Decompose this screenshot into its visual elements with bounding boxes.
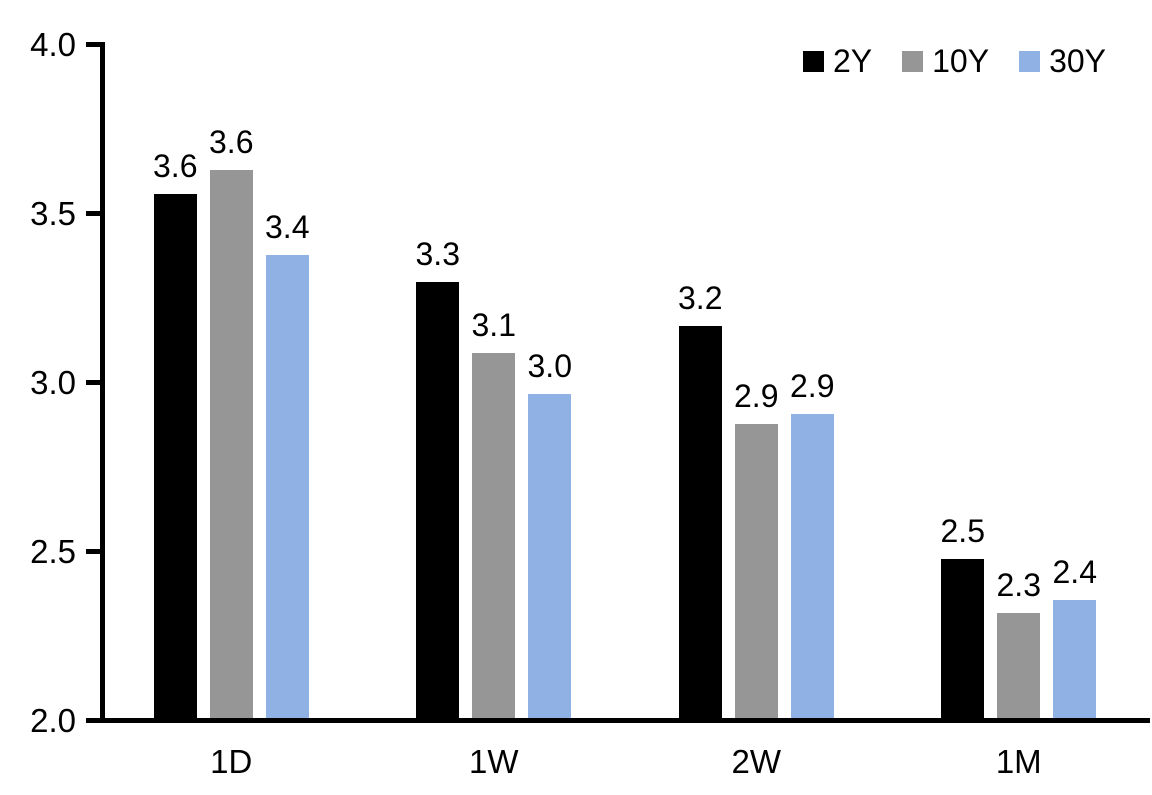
y-tick-label: 4.0 bbox=[30, 26, 76, 63]
x-category-label: 1D bbox=[210, 743, 253, 780]
bar-2y-1w bbox=[416, 282, 460, 718]
bar-value-label: 3.6 bbox=[153, 148, 198, 184]
bar-30y-1w bbox=[528, 394, 572, 718]
x-category-label: 2W bbox=[731, 743, 782, 780]
bar-10y-1d bbox=[209, 170, 253, 718]
bar-value-label: 2.3 bbox=[996, 567, 1041, 603]
legend-swatch-icon bbox=[902, 50, 924, 72]
bar-30y-1d bbox=[265, 255, 309, 718]
bar-2y-1d bbox=[153, 194, 197, 718]
y-tick-mark bbox=[86, 549, 100, 554]
legend-swatch-icon bbox=[1019, 50, 1041, 72]
y-axis-line bbox=[100, 42, 105, 723]
bar-2y-2w bbox=[678, 326, 722, 718]
y-tick-mark bbox=[86, 42, 100, 47]
y-tick-label: 3.0 bbox=[30, 364, 76, 401]
bar-value-label: 2.5 bbox=[940, 513, 985, 549]
bar-value-label: 2.9 bbox=[790, 368, 835, 404]
bar-value-label: 2.9 bbox=[734, 378, 779, 414]
legend-item-30y: 30Y bbox=[1019, 45, 1106, 77]
bar-value-label: 3.3 bbox=[415, 236, 460, 272]
legend-label: 2Y bbox=[832, 43, 873, 79]
bar-value-label: 3.1 bbox=[471, 307, 516, 343]
legend-swatch-icon bbox=[802, 50, 824, 72]
y-tick-label: 2.5 bbox=[30, 533, 76, 570]
bar-10y-2w bbox=[734, 424, 778, 718]
bar-value-label: 3.2 bbox=[678, 280, 723, 316]
legend-item-2y: 2Y bbox=[802, 43, 873, 79]
bar-value-label: 3.0 bbox=[527, 348, 572, 384]
bar-2y-1m bbox=[941, 559, 985, 718]
y-tick-label: 3.5 bbox=[30, 195, 76, 232]
legend: 2Y 10Y 30Y bbox=[802, 43, 1106, 79]
y-tick-mark bbox=[86, 211, 100, 216]
y-tick-mark bbox=[86, 380, 100, 385]
bar-30y-1m bbox=[1053, 600, 1097, 718]
x-category-label: 1W bbox=[469, 743, 519, 780]
legend-item-10y: 10Y bbox=[902, 45, 989, 77]
bar-value-label: 3.6 bbox=[209, 124, 254, 160]
legend-label: 30Y bbox=[1049, 43, 1106, 79]
y-tick-mark bbox=[86, 718, 100, 723]
x-axis-line bbox=[86, 718, 1150, 723]
y-tick-label: 2.0 bbox=[30, 702, 76, 739]
bar-10y-1m bbox=[997, 613, 1041, 718]
bar-10y-1w bbox=[472, 353, 516, 718]
bar-value-label: 3.4 bbox=[265, 209, 310, 245]
x-category-label: 1M bbox=[995, 743, 1042, 780]
bar-30y-2w bbox=[790, 414, 834, 718]
legend-label: 10Y bbox=[932, 43, 990, 79]
bar-value-label: 2.4 bbox=[1052, 554, 1097, 590]
